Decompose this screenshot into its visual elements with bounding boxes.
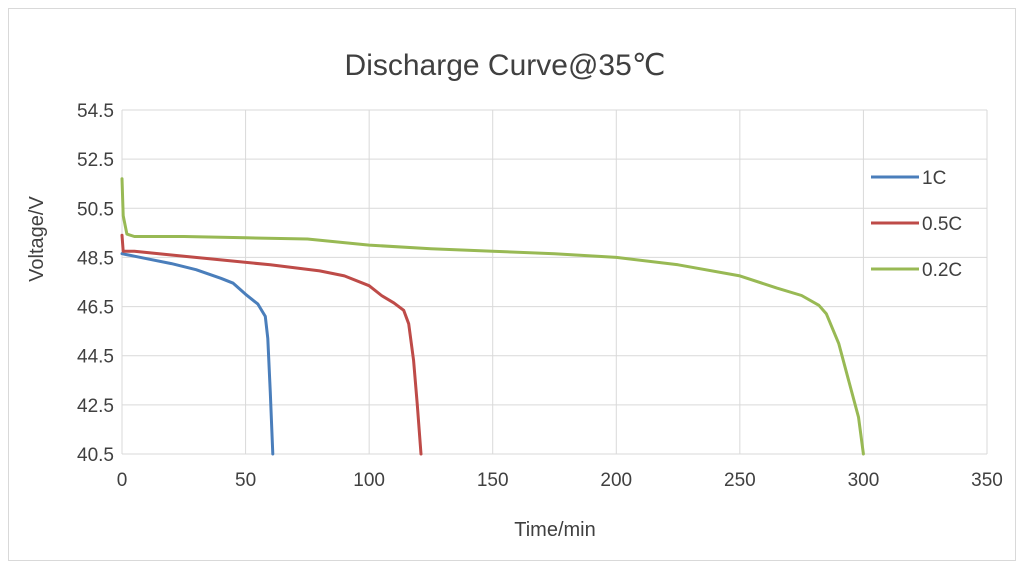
legend-label: 1C: [922, 168, 946, 189]
y-tick-label: 44.5: [77, 347, 114, 368]
x-axis-title: Time/min: [514, 519, 595, 541]
y-tick-label: 54.5: [77, 101, 114, 122]
discharge-chart: Discharge Curve@35℃ 40.5 42.5 44.5 46.5 48.5…: [26, 49, 1003, 541]
legend: 1C 0.5C 0.2C: [871, 168, 962, 281]
series-line-0-2C: [120, 177, 865, 456]
x-tick-label: 0: [117, 470, 128, 491]
x-tick-label: 300: [848, 470, 880, 491]
x-tick-label: 150: [477, 470, 509, 491]
y-tick-label: 40.5: [77, 445, 114, 466]
series-line-1C: [120, 252, 275, 456]
x-tick-label: 100: [353, 470, 385, 491]
y-axis-ticks: 40.5 42.5 44.5 46.5 48.5 50.5 52.5 54.5: [77, 101, 114, 466]
legend-label: 0.2C: [922, 260, 962, 281]
series-lines: [120, 177, 865, 456]
x-tick-label: 200: [600, 470, 632, 491]
y-tick-label: 50.5: [77, 199, 114, 220]
y-tick-label: 46.5: [77, 298, 114, 319]
gridlines: [121, 109, 988, 455]
x-tick-label: 350: [971, 470, 1003, 491]
x-tick-label: 50: [235, 470, 256, 491]
series-line-0-5C: [120, 233, 423, 456]
y-tick-label: 52.5: [77, 150, 114, 171]
y-tick-label: 48.5: [77, 248, 114, 269]
x-axis-ticks: 0 50 100 150 200 250 300 350: [117, 470, 1003, 491]
y-tick-label: 42.5: [77, 396, 114, 417]
y-axis-title: Voltage/V: [26, 196, 48, 282]
chart-title: Discharge Curve@35℃: [345, 49, 666, 82]
x-tick-label: 250: [724, 470, 756, 491]
chart-frame: Discharge Curve@35℃ 40.5 42.5 44.5 46.5 48.5…: [8, 8, 1016, 561]
legend-label: 0.5C: [922, 214, 962, 235]
